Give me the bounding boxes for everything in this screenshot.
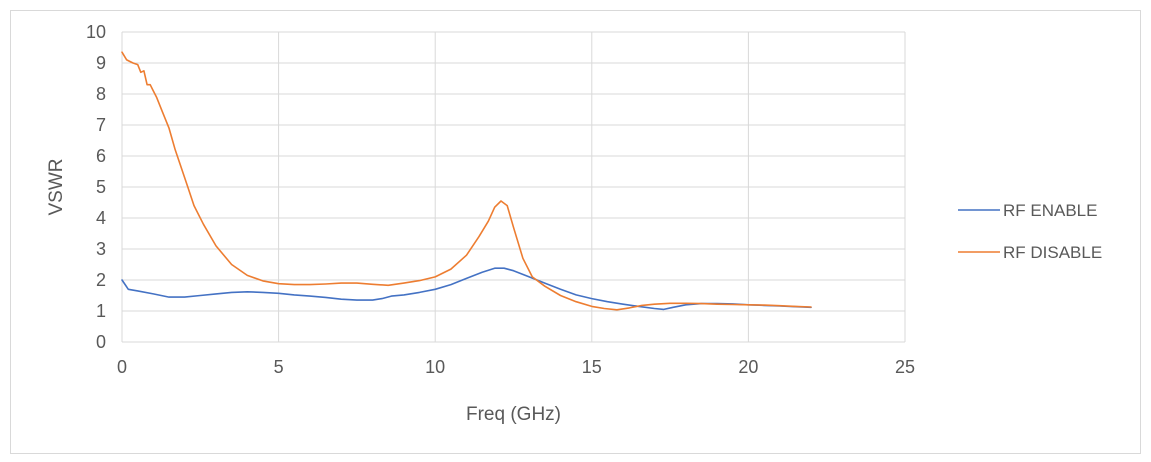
y-axis-title: VSWR <box>46 159 67 216</box>
y-tick-label: 7 <box>96 115 106 135</box>
chart-area <box>10 10 1141 454</box>
series-line-rf-disable <box>121 51 812 311</box>
legend-label: RF ENABLE <box>1003 201 1097 220</box>
x-tick-label: 10 <box>425 357 445 377</box>
y-tick-label: 2 <box>96 270 106 290</box>
x-tick-label: 0 <box>117 357 127 377</box>
y-tick-label: 1 <box>96 301 106 321</box>
y-tick-label: 6 <box>96 146 106 166</box>
y-tick-label: 8 <box>96 84 106 104</box>
y-tick-label: 3 <box>96 239 106 259</box>
y-tick-label: 4 <box>96 208 106 228</box>
legend-label: RF DISABLE <box>1003 243 1102 262</box>
x-tick-label: 5 <box>274 357 284 377</box>
y-tick-label: 10 <box>86 22 106 42</box>
series-line-rf-enable <box>121 267 812 311</box>
y-tick-label: 0 <box>96 332 106 352</box>
x-axis-title: Freq (GHz) <box>466 404 561 425</box>
y-tick-label: 9 <box>96 53 106 73</box>
x-tick-label: 15 <box>582 357 602 377</box>
x-tick-label: 20 <box>738 357 758 377</box>
x-tick-label: 25 <box>895 357 915 377</box>
y-tick-label: 5 <box>96 177 106 197</box>
